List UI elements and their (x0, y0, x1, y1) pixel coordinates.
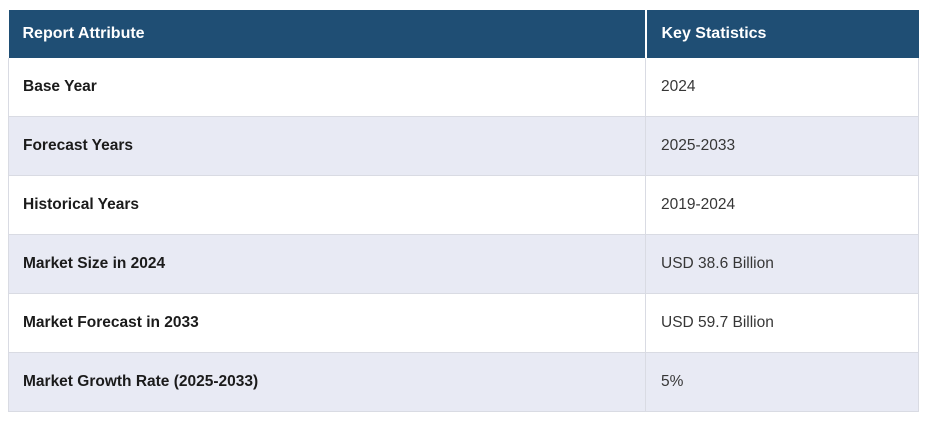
column-header-key-statistics: Key Statistics (644, 10, 919, 58)
attribute-cell-forecast-years: Forecast Years (8, 116, 646, 176)
value-cell-market-size: USD 38.6 Billion (645, 234, 919, 294)
attribute-cell-market-growth-rate: Market Growth Rate (2025-2033) (8, 352, 646, 412)
table-row: Base Year 2024 (8, 58, 919, 117)
value-cell-historical-years: 2019-2024 (645, 175, 919, 235)
column-header-report-attribute: Report Attribute (8, 10, 646, 58)
value-cell-market-forecast: USD 59.7 Billion (645, 293, 919, 353)
value-cell-forecast-years: 2025-2033 (645, 116, 919, 176)
table-row: Market Size in 2024 USD 38.6 Billion (8, 234, 919, 294)
table-row: Market Growth Rate (2025-2033) 5% (8, 352, 919, 412)
report-summary-table: Report Attribute Key Statistics Base Yea… (8, 10, 919, 412)
table-row: Historical Years 2019-2024 (8, 175, 919, 235)
table-row: Market Forecast in 2033 USD 59.7 Billion (8, 293, 919, 353)
attribute-cell-market-forecast: Market Forecast in 2033 (8, 293, 646, 353)
attribute-cell-historical-years: Historical Years (8, 175, 646, 235)
table-row: Forecast Years 2025-2033 (8, 116, 919, 176)
attribute-cell-base-year: Base Year (8, 58, 646, 117)
value-cell-market-growth-rate: 5% (645, 352, 919, 412)
table-body: Base Year 2024 Forecast Years 2025-2033 … (8, 58, 919, 412)
attribute-cell-market-size: Market Size in 2024 (8, 234, 646, 294)
header-row: Report Attribute Key Statistics (8, 10, 919, 58)
value-cell-base-year: 2024 (645, 58, 919, 117)
table-header: Report Attribute Key Statistics (8, 10, 919, 58)
